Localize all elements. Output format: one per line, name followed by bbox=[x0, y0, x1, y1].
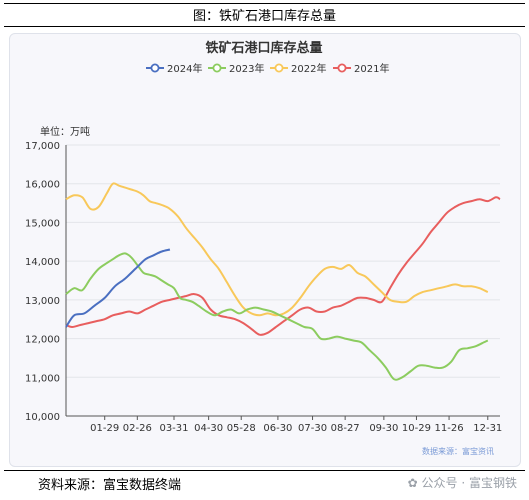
x-tick-label: 02-26 bbox=[123, 423, 152, 434]
chart-title: 铁矿石港口库存总量 bbox=[204, 40, 322, 56]
wechat-icon: ✿ bbox=[407, 476, 422, 490]
y-tick-label: 11,000 bbox=[25, 373, 60, 384]
top-rule bbox=[4, 3, 525, 4]
x-tick-label: 05-28 bbox=[227, 423, 256, 434]
series-line-2024 bbox=[65, 248, 171, 328]
footer-source: 资料来源：富宝数据终端 bbox=[38, 478, 182, 493]
axes bbox=[65, 145, 500, 417]
x-tick-label: 11-26 bbox=[435, 423, 464, 434]
legend-marker-2022 bbox=[274, 63, 284, 73]
x-tick-label: 07-30 bbox=[298, 423, 327, 434]
y-tick-label: 13,000 bbox=[25, 296, 60, 307]
x-tick-label: 10-29 bbox=[402, 423, 431, 434]
legend-marker-2023 bbox=[212, 63, 222, 73]
source-note: 数据来源：富宝资讯 bbox=[422, 446, 494, 456]
x-tick-label: 01-29 bbox=[90, 423, 119, 434]
unit-label: 单位：万吨 bbox=[40, 125, 90, 138]
x-tick-label: 06-30 bbox=[263, 423, 292, 434]
figure-title: 图：铁矿石港口库存总量 bbox=[192, 9, 336, 24]
chart-panel bbox=[9, 33, 521, 467]
x-axis-ticks: 01-29 02-26 03-31 04-30 05-28 06-30 07-30 08-27… bbox=[90, 416, 502, 434]
x-tick-label: 04-30 bbox=[194, 423, 223, 434]
title-rule bbox=[4, 26, 525, 27]
watermark-text: 公众号 · 富宝钢铁 bbox=[421, 476, 517, 490]
grid bbox=[66, 144, 500, 417]
legend: 2024年 2023年 2022年 2021年 bbox=[146, 62, 389, 75]
y-tick-label: 12,000 bbox=[25, 335, 60, 346]
legend-label-2023: 2023年 bbox=[229, 62, 264, 75]
series-line-2022 bbox=[65, 182, 489, 317]
legend-label-2022: 2022年 bbox=[291, 62, 326, 75]
legend-marker-2024 bbox=[150, 63, 160, 73]
legend-marker-2021 bbox=[337, 63, 347, 73]
y-tick-label: 14,000 bbox=[25, 257, 60, 268]
x-tick-label: 09-30 bbox=[369, 423, 398, 434]
y-tick-label: 15,000 bbox=[25, 218, 60, 229]
legend-label-2021: 2021年 bbox=[354, 62, 389, 75]
y-tick-label: 10,000 bbox=[25, 412, 60, 423]
series-lines bbox=[65, 182, 501, 381]
x-tick-label: 12-31 bbox=[473, 423, 502, 434]
series-line-2021 bbox=[65, 196, 501, 336]
legend-label-2024: 2024年 bbox=[167, 62, 202, 75]
y-axis-ticks: 10,000 11,000 12,000 13,000 14,000 15,000 16,0… bbox=[25, 141, 60, 423]
x-tick-label: 08-27 bbox=[331, 423, 360, 434]
y-tick-label: 16,000 bbox=[25, 180, 60, 191]
bottom-rule bbox=[4, 470, 525, 471]
y-tick-label: 17,000 bbox=[25, 141, 60, 152]
x-tick-label: 03-31 bbox=[159, 423, 188, 434]
series-line-2023 bbox=[65, 252, 489, 381]
footer-watermark: ✿ 公众号 · 富宝钢铁 bbox=[408, 474, 517, 491]
